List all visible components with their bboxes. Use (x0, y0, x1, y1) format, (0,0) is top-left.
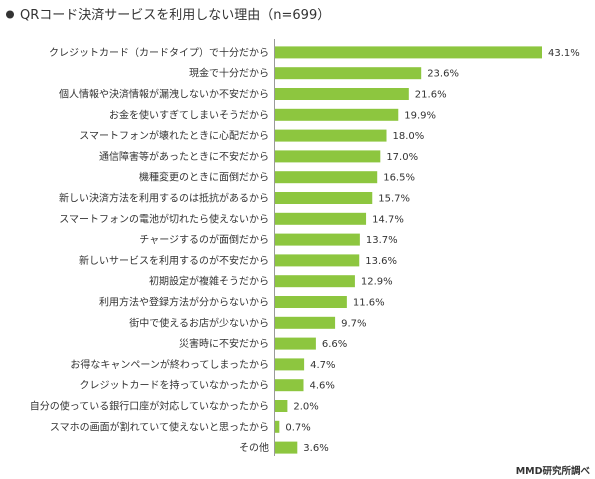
category-label: 新しいサービスを利用するのが不安だから (79, 254, 269, 267)
data-label: 14.7% (372, 214, 404, 225)
bar (275, 67, 422, 80)
category-label: 新しい決済方法を利用するのは抵抗があるから (59, 192, 269, 205)
bar (275, 441, 298, 454)
data-label: 0.7% (285, 422, 310, 433)
data-label: 13.7% (366, 235, 398, 246)
bar (275, 192, 373, 204)
bar-group: クレジットカード（カードタイプ）で十分だから 43.1% 現金で十分だから 23.6%… (30, 46, 580, 454)
bar (275, 275, 355, 288)
category-label: 災害時に不安だから (179, 337, 269, 350)
bar (275, 420, 280, 433)
bar (275, 316, 336, 329)
data-label: 3.6% (303, 443, 328, 454)
category-label: 現金で十分だから (189, 67, 269, 80)
data-label: 6.6% (322, 339, 347, 350)
bar (275, 150, 381, 163)
category-label: 街中で使えるお店が少ないから (129, 316, 269, 329)
category-label: スマートフォンが壊れたときに心配だから (79, 129, 269, 142)
data-label: 4.6% (309, 381, 334, 392)
category-label: その他 (239, 441, 269, 454)
data-label: 9.7% (341, 318, 366, 329)
data-label: 23.6% (427, 69, 459, 80)
source-note: MMD研究所調べ (516, 465, 591, 477)
data-label: 12.9% (361, 277, 393, 288)
category-label: チャージするのが面倒だから (139, 233, 269, 246)
data-label: 11.6% (353, 298, 385, 309)
bar (275, 233, 360, 246)
bar (275, 88, 409, 100)
category-label: 個人情報や決済情報が漏洩しないか不安だから (59, 88, 269, 101)
bar (275, 212, 367, 225)
category-label: 利用方法や登録方法が分からないから (99, 296, 269, 309)
category-label: 初期設定が複雑そうだから (149, 275, 269, 288)
bar (275, 296, 347, 308)
data-label: 16.5% (383, 173, 415, 184)
bar (275, 358, 305, 371)
data-label: 21.6% (415, 90, 447, 101)
bar (275, 46, 542, 59)
chart-title: QRコード決済サービスを利用しない理由（n=699） (20, 7, 330, 23)
bar (275, 254, 360, 267)
category-label: クレジットカード（カードタイプ）で十分だから (49, 46, 269, 59)
data-label: 13.6% (365, 256, 397, 267)
bar (275, 171, 378, 184)
category-label: スマホの画面が割れていて使えないと思ったから (50, 420, 269, 433)
data-label: 15.7% (378, 194, 410, 205)
data-label: 43.1% (548, 48, 580, 59)
data-label: 17.0% (386, 152, 418, 163)
category-label: お得なキャンペーンが終わってしまったから (70, 358, 269, 371)
bar (275, 108, 399, 121)
category-label: クレジットカードを持っていなかったから (80, 379, 270, 392)
category-label: 自分の使っている銀行口座が対応していなかったから (30, 400, 269, 413)
bar (275, 379, 304, 392)
category-label: 機種変更のときに面倒だから (139, 171, 269, 184)
bar (275, 129, 387, 142)
data-label: 2.0% (293, 402, 318, 413)
category-label: 通信障害等があったときに不安だから (99, 150, 269, 163)
bar (275, 337, 316, 350)
category-label: お金を使いすぎてしまいそうだから (109, 108, 269, 121)
title-bullet (6, 10, 14, 19)
data-label: 18.0% (393, 131, 425, 142)
bar (275, 400, 288, 412)
data-label: 4.7% (310, 360, 335, 371)
data-label: 19.9% (404, 110, 436, 121)
category-label: スマートフォンの電池が切れたら使えないから (59, 212, 269, 225)
